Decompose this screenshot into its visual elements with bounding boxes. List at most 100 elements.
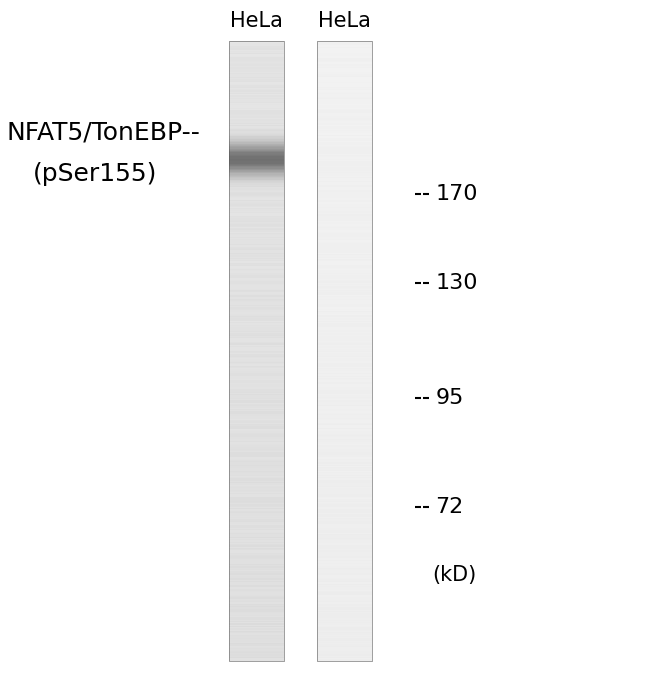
Bar (317, 106, 372, 108)
Bar (229, 375, 285, 376)
Bar (229, 466, 285, 468)
Bar (317, 65, 372, 66)
Bar (317, 535, 372, 537)
Bar (229, 106, 285, 107)
Bar (229, 92, 285, 93)
Bar (317, 410, 372, 412)
Bar (317, 244, 372, 246)
Bar (317, 626, 372, 628)
Bar (317, 338, 372, 340)
Bar (229, 83, 285, 85)
Bar (317, 530, 372, 533)
Bar (317, 399, 372, 401)
Bar (229, 345, 285, 347)
Bar (229, 518, 285, 520)
Bar (229, 497, 285, 499)
Bar (317, 389, 372, 391)
Bar (317, 138, 372, 140)
Bar (317, 439, 372, 441)
Bar (317, 245, 372, 247)
Bar (317, 422, 372, 424)
Bar (229, 201, 285, 203)
Bar (317, 565, 372, 567)
Bar (229, 224, 285, 226)
Bar (229, 280, 285, 282)
Bar (317, 349, 372, 351)
Bar (317, 431, 372, 433)
Bar (317, 607, 372, 609)
Bar (229, 444, 285, 445)
Bar (317, 400, 372, 402)
Bar (317, 657, 372, 659)
Bar (317, 247, 372, 249)
Bar (317, 100, 372, 102)
Bar (317, 514, 372, 516)
Bar (317, 238, 372, 240)
Bar (317, 426, 372, 428)
Bar (317, 477, 372, 479)
Bar (229, 165, 285, 167)
Bar (229, 603, 285, 605)
Bar (317, 472, 372, 474)
Bar (229, 585, 285, 587)
Bar (229, 236, 285, 238)
Bar (317, 82, 372, 84)
Bar (317, 148, 372, 149)
Bar (317, 113, 372, 114)
Bar (317, 447, 372, 449)
Bar (317, 63, 372, 65)
Bar (317, 306, 372, 308)
Bar (229, 302, 285, 304)
Bar (229, 554, 285, 556)
Bar (229, 511, 285, 513)
Bar (229, 404, 285, 406)
Bar (317, 264, 372, 266)
Bar (229, 215, 285, 217)
Bar (229, 121, 285, 123)
Bar (317, 636, 372, 637)
Bar (229, 65, 285, 67)
Bar (317, 616, 372, 618)
Bar (317, 123, 372, 125)
Bar (317, 114, 372, 116)
Bar (229, 232, 285, 234)
Bar (317, 93, 372, 95)
Bar (229, 100, 285, 102)
Bar (317, 290, 372, 292)
Bar (317, 435, 372, 437)
Bar (317, 79, 372, 81)
Bar (317, 260, 372, 262)
Bar (229, 439, 285, 441)
Bar (317, 146, 372, 148)
Bar (317, 428, 372, 430)
Bar (317, 402, 372, 405)
Bar (317, 475, 372, 477)
Bar (229, 567, 285, 568)
Bar (229, 159, 285, 161)
Bar (317, 368, 372, 370)
Bar (317, 129, 372, 131)
Bar (317, 491, 372, 492)
Bar (317, 518, 372, 520)
Bar (229, 84, 285, 86)
Bar (317, 567, 372, 569)
Bar (229, 437, 285, 439)
Bar (229, 534, 285, 536)
Bar (229, 123, 285, 125)
Bar (317, 187, 372, 189)
Bar (317, 53, 372, 55)
Bar (317, 311, 372, 313)
Bar (317, 168, 372, 169)
Bar (229, 264, 285, 266)
Bar (229, 230, 285, 232)
Bar (317, 243, 372, 244)
Bar (317, 419, 372, 421)
Bar (229, 307, 285, 309)
Bar (229, 464, 285, 466)
Bar (229, 355, 285, 358)
Bar (229, 626, 285, 628)
Bar (317, 44, 372, 45)
Bar (317, 280, 372, 282)
Bar (229, 104, 285, 106)
Bar (317, 563, 372, 565)
